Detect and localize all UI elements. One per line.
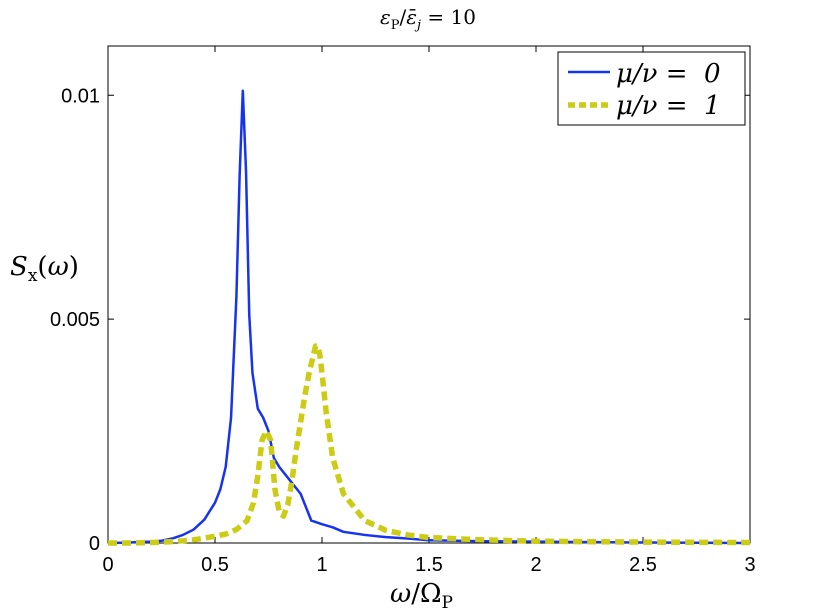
series-line-0 xyxy=(107,89,751,545)
tick-labels: 0 0.5 1 1.5 2 2.5 3 0 0.005 0.01 xyxy=(50,85,756,576)
x-tick-label: 1.5 xyxy=(415,554,443,576)
x-tick-label: 2.5 xyxy=(629,554,657,576)
legend-label-series-0: μ/ν = 0 xyxy=(616,59,721,89)
x-tick-label: 1 xyxy=(316,554,327,576)
x-tick-label: 0.5 xyxy=(201,554,229,576)
legend: μ/ν = 0 μ/ν = 1 xyxy=(557,51,746,126)
series-lines xyxy=(107,89,751,546)
chart-title: εP/ε̄j = 10 xyxy=(380,5,476,33)
y-tick-label: 0.01 xyxy=(61,85,100,107)
legend-box xyxy=(557,51,746,126)
series-line-1 xyxy=(108,343,751,546)
y-tick-label: 0.005 xyxy=(50,309,100,331)
x-tick-label: 2 xyxy=(530,554,541,576)
y-tick-label: 0 xyxy=(89,533,100,555)
x-tick-label: 0 xyxy=(102,554,113,576)
x-tick-label: 3 xyxy=(744,554,755,576)
legend-label-series-1: μ/ν = 1 xyxy=(616,91,721,121)
y-axis-label: Sx(ω) xyxy=(10,252,79,286)
x-axis-label: ω/ΩP xyxy=(390,579,453,612)
